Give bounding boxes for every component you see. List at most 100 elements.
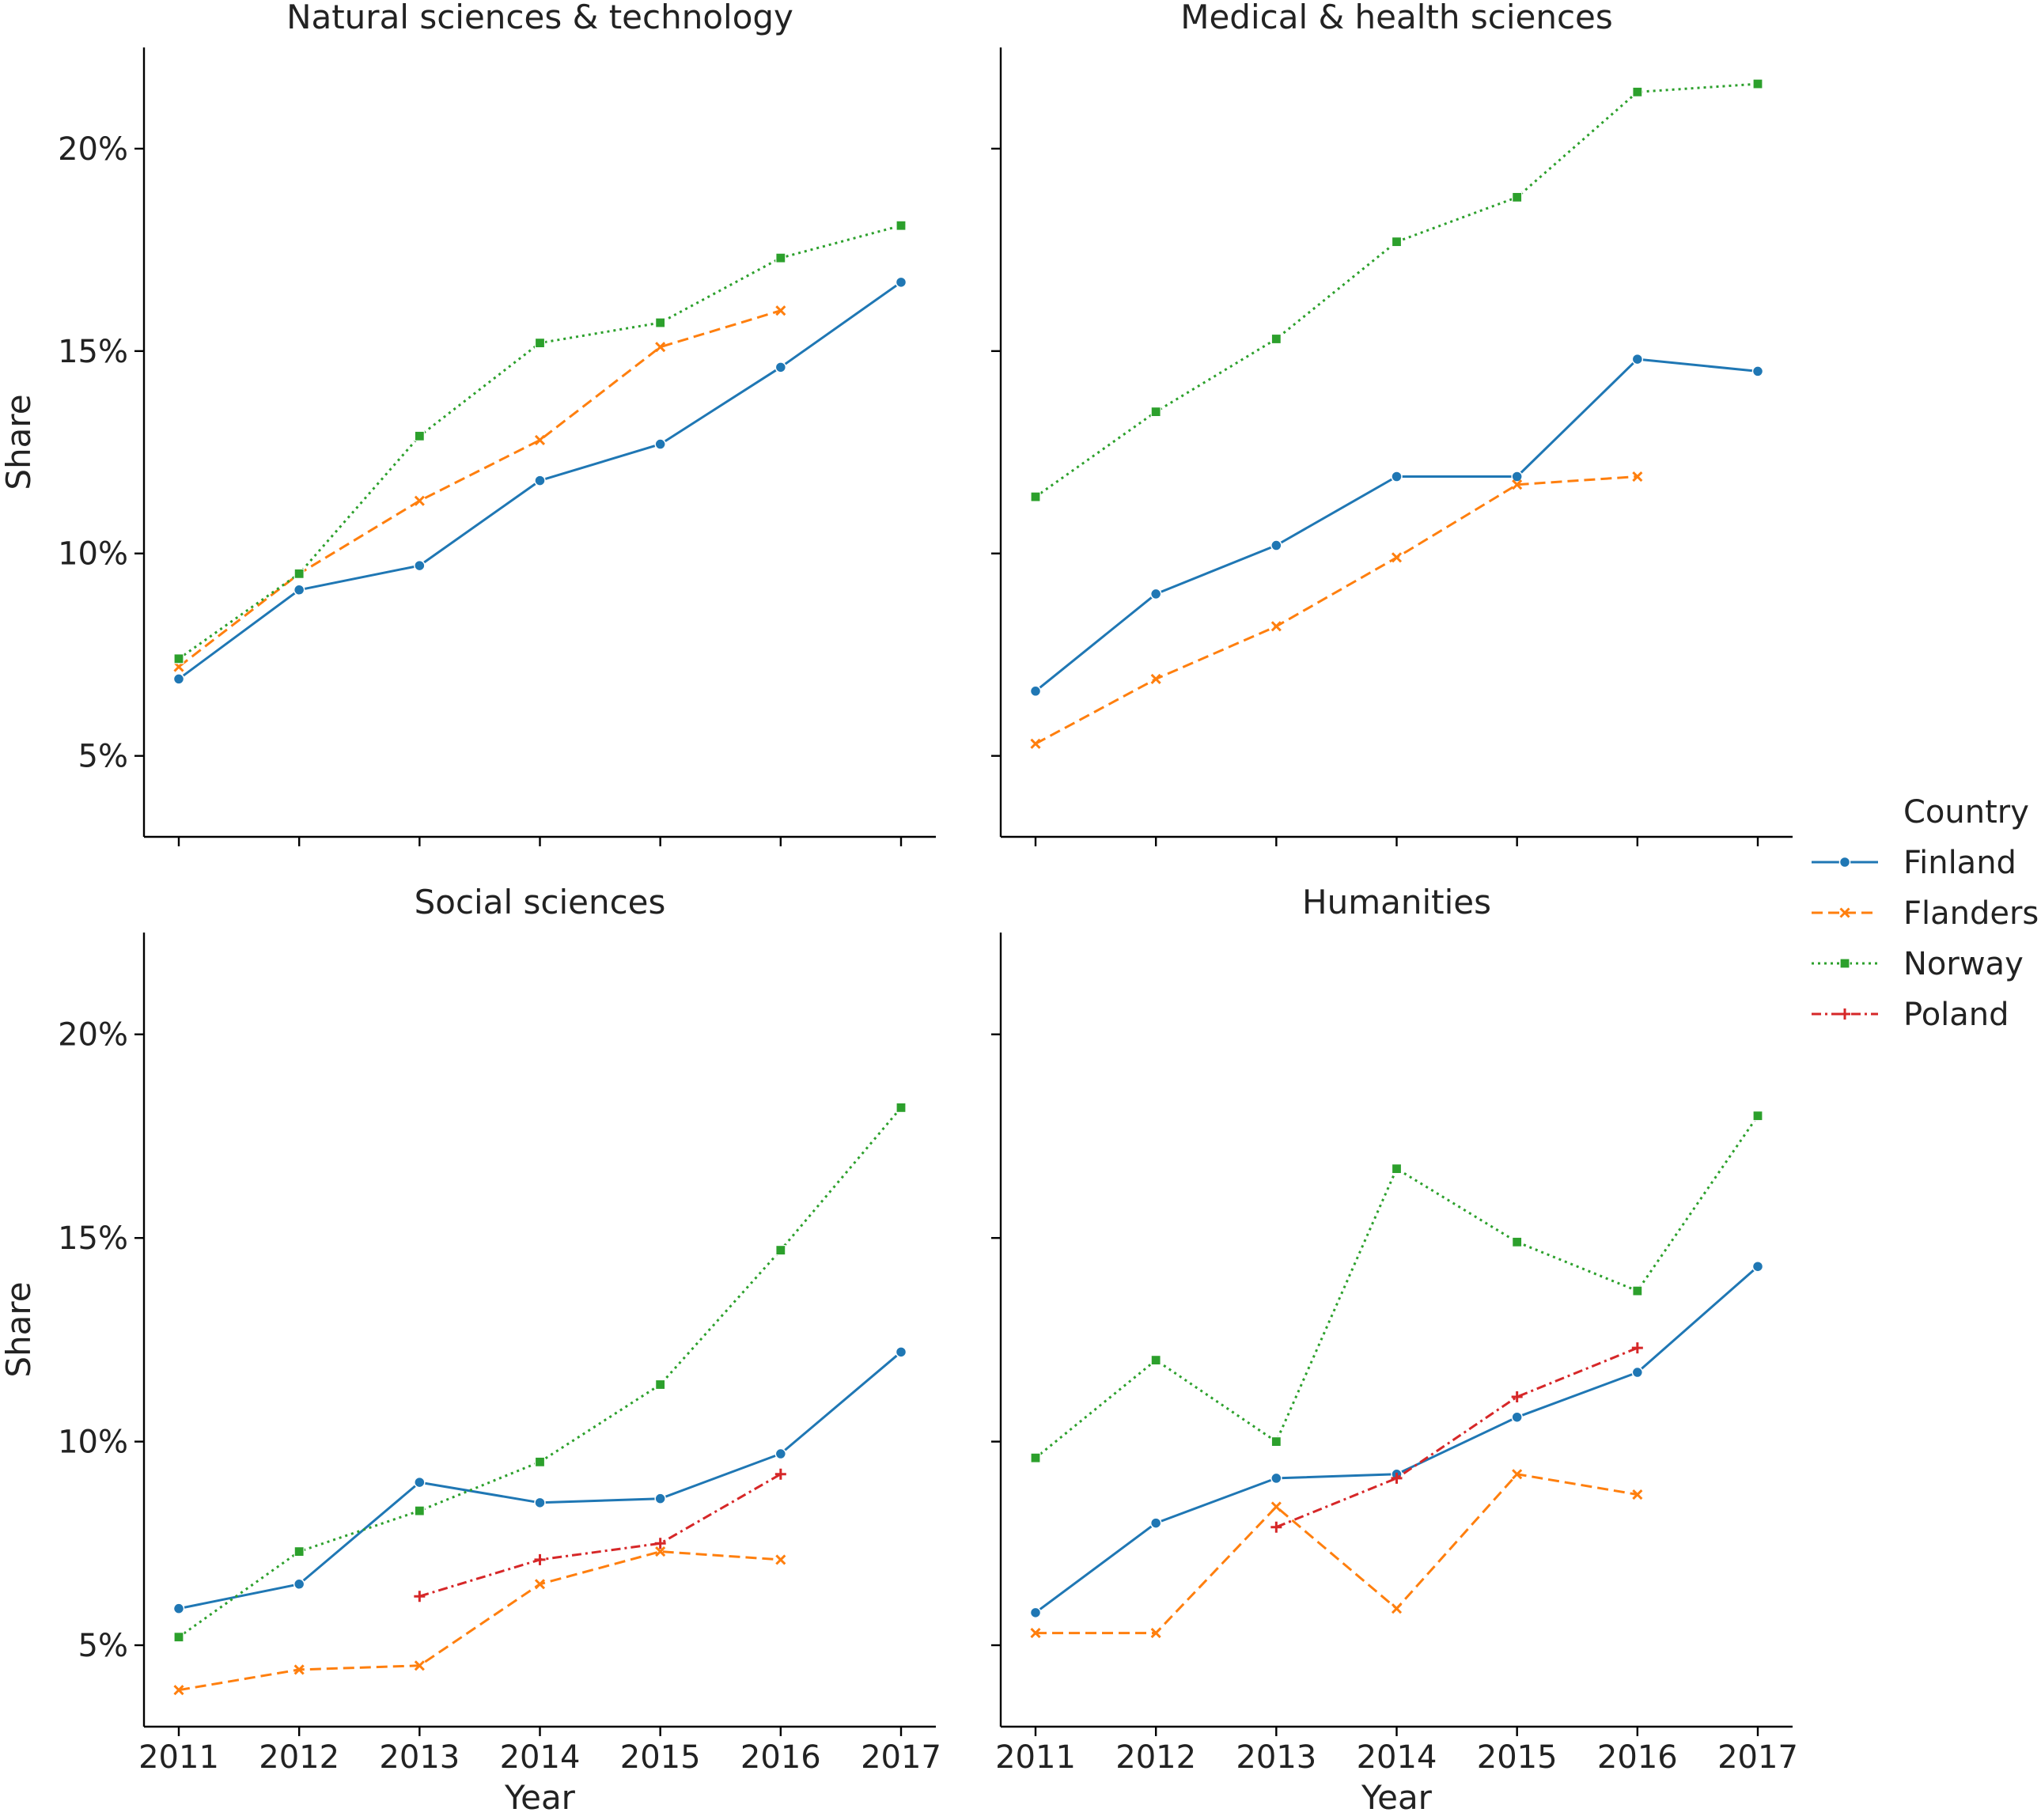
data-point-finland-2016	[1631, 1366, 1644, 1379]
data-point-poland-2013	[414, 1591, 426, 1602]
series-line-flanders	[1036, 1473, 1638, 1635]
series-flanders	[1030, 471, 1643, 749]
x-axis-label: Year	[1361, 1778, 1433, 1817]
data-point-flanders-2015	[655, 1546, 666, 1557]
data-point-finland-2015	[1511, 1411, 1523, 1423]
x-tick-label: 2012	[259, 1739, 339, 1776]
x-tick-label: 2014	[500, 1739, 581, 1776]
x-tick-label: 2015	[620, 1739, 701, 1776]
series-line-norway	[178, 224, 902, 660]
data-point-flanders-2012	[1150, 673, 1161, 684]
data-point-flanders-2012	[1150, 1628, 1161, 1639]
panel-natural-sciences-technology: Natural sciences & technology 5% 10% 15% 20%…	[0, 0, 936, 846]
legend-label: Flanders	[1903, 895, 2039, 932]
data-point-flanders-2013	[414, 1660, 425, 1671]
data-point-norway-2015	[655, 1379, 666, 1391]
data-point-finland-2015	[1511, 471, 1523, 482]
data-point-norway-2013	[1270, 333, 1282, 345]
data-point-norway-2016	[775, 1244, 786, 1256]
data-point-finland-2011	[1029, 685, 1042, 698]
legend-swatch-marker	[1839, 958, 1850, 969]
data-point-norway-2017	[1752, 78, 1763, 89]
series-line-finland	[178, 1351, 902, 1610]
data-point-flanders-2011	[173, 1685, 184, 1696]
legend-label: Finland	[1903, 845, 2016, 881]
data-point-norway-2016	[775, 252, 786, 263]
series-norway	[173, 1102, 907, 1643]
data-point-norway-2012	[293, 568, 305, 579]
data-point-norway-2011	[173, 653, 184, 664]
data-point-norway-2014	[534, 338, 546, 349]
series-finland	[172, 1346, 907, 1614]
series-finland	[1029, 353, 1764, 698]
data-point-flanders-2013	[1270, 621, 1282, 632]
legend: Country Finland Flanders Norway Poland	[1812, 794, 2039, 1033]
data-point-flanders-2016	[775, 1554, 786, 1565]
data-point-poland-2015	[654, 1538, 666, 1549]
data-point-poland-2014	[1391, 1472, 1403, 1484]
legend-swatch-marker	[1839, 907, 1850, 918]
series-poland	[414, 1468, 786, 1602]
data-point-poland-2016	[1631, 1342, 1643, 1354]
series-finland	[172, 276, 907, 685]
data-point-norway-2017	[896, 1102, 907, 1113]
series-norway	[173, 220, 907, 664]
data-point-norway-2015	[1512, 1236, 1523, 1247]
legend-item-flanders: Flanders	[1812, 895, 2039, 932]
data-point-flanders-2015	[1512, 1469, 1523, 1480]
data-point-finland-2012	[293, 584, 305, 596]
panel-humanities: Humanities 2011 2012 2013 2014 2015 2016 2017 Ye…	[991, 883, 1798, 1817]
data-point-norway-2011	[173, 1632, 184, 1643]
data-point-finland-2014	[534, 1496, 546, 1509]
series-poland	[1270, 1342, 1643, 1533]
data-point-finland-2011	[172, 1602, 185, 1614]
x-tick-label: 2016	[740, 1739, 821, 1776]
data-point-flanders-2011	[1030, 738, 1041, 749]
data-point-finland-2015	[654, 438, 666, 450]
data-point-finland-2017	[895, 1346, 907, 1358]
panel-title: Medical & health sciences	[1180, 0, 1613, 36]
data-point-finland-2012	[293, 1578, 305, 1591]
data-point-finland-2014	[1391, 471, 1403, 482]
x-tick-label: 2013	[379, 1739, 460, 1776]
data-point-norway-2015	[655, 317, 666, 328]
legend-label: Poland	[1903, 997, 2009, 1033]
y-tick-label: 20%	[58, 131, 128, 168]
data-point-norway-2013	[414, 1505, 425, 1516]
y-tick-label: 15%	[58, 1220, 128, 1257]
panel-title: Humanities	[1302, 883, 1491, 921]
data-point-flanders-2011	[1030, 1628, 1041, 1639]
data-point-norway-2014	[1391, 1164, 1403, 1175]
data-point-flanders-2015	[655, 342, 666, 353]
series-norway	[1030, 78, 1763, 502]
series-line-flanders	[1035, 475, 1638, 745]
data-point-norway-2012	[1150, 1355, 1161, 1366]
x-tick-label: 2017	[1717, 1739, 1798, 1776]
series-line-finland	[1035, 358, 1759, 692]
data-point-flanders-2014	[1391, 552, 1403, 563]
x-tick-label: 2012	[1115, 1739, 1196, 1776]
data-point-finland-2016	[774, 361, 787, 373]
data-point-finland-2011	[1029, 1606, 1042, 1619]
series-line-norway	[1035, 82, 1759, 498]
data-point-flanders-2014	[534, 1579, 546, 1590]
data-point-finland-2017	[1751, 1260, 1764, 1273]
data-point-flanders-2014	[534, 434, 546, 446]
data-point-finland-2013	[1270, 1472, 1282, 1485]
legend-item-finland: Finland	[1812, 845, 2016, 881]
data-point-flanders-2012	[293, 1664, 305, 1675]
legend-label: Norway	[1903, 946, 2024, 982]
series-line-finland	[1035, 1266, 1759, 1614]
data-point-poland-2013	[1270, 1521, 1282, 1533]
series-flanders	[1030, 1469, 1643, 1639]
data-point-finland-2015	[654, 1493, 666, 1504]
data-point-finland-2012	[1149, 588, 1162, 600]
data-point-norway-2011	[1030, 491, 1041, 502]
data-point-finland-2014	[534, 475, 546, 486]
series-flanders	[173, 305, 786, 672]
x-tick-label: 2015	[1477, 1739, 1558, 1776]
data-point-flanders-2015	[1512, 479, 1523, 490]
y-axis-label: Share	[0, 394, 38, 490]
data-point-norway-2016	[1632, 86, 1643, 97]
x-tick-label: 2011	[138, 1739, 219, 1776]
